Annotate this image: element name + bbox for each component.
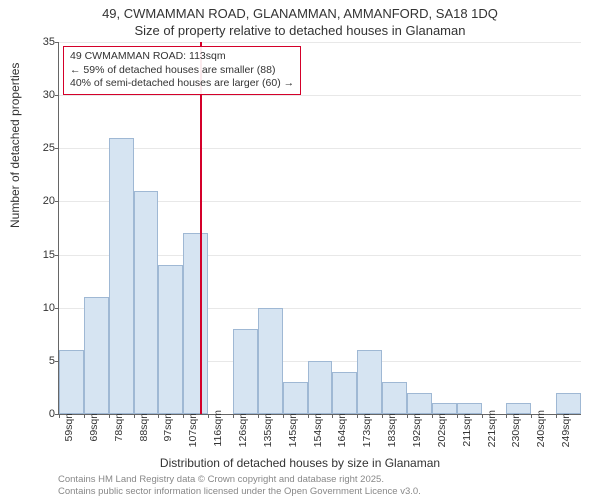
marker-line [200,42,202,414]
y-tick-label: 0 [29,408,55,420]
histogram-bar [457,403,482,414]
histogram-bar [382,382,407,414]
footer-attribution: Contains HM Land Registry data © Crown c… [58,474,421,498]
y-tick-label: 30 [29,89,55,101]
annotation-line: ← 59% of detached houses are smaller (88… [70,64,294,78]
y-tick-label: 10 [29,302,55,314]
y-tick-label: 5 [29,355,55,367]
histogram-bar [233,329,258,414]
x-tick-label: 164sqm [336,410,348,447]
histogram-bar [556,393,581,414]
histogram-bar [158,265,183,414]
footer-line-1: Contains HM Land Registry data © Crown c… [58,474,421,486]
histogram-bar [183,233,208,414]
histogram-bar [432,403,457,414]
x-tick-label: 211sqm [461,410,473,447]
histogram-bar [407,393,432,414]
title-line-1: 49, CWMAMMAN ROAD, GLANAMMAN, AMMANFORD,… [0,6,600,23]
x-tick-label: 88sqm [138,410,150,442]
histogram-bar [59,350,84,414]
histogram-bar [308,361,333,414]
title-line-2: Size of property relative to detached ho… [0,23,600,40]
x-tick-label: 249sqm [560,410,572,447]
x-tick-label: 69sqm [88,410,100,442]
histogram-bar [332,372,357,415]
annotation-line: 40% of semi-detached houses are larger (… [70,77,294,91]
chart-container: 49, CWMAMMAN ROAD, GLANAMMAN, AMMANFORD,… [0,0,600,500]
x-tick-label: 135sqm [262,410,274,447]
x-tick-label: 116sqm [212,410,224,447]
annotation-line: 49 CWMAMMAN ROAD: 113sqm [70,50,294,64]
x-tick-label: 221sqm [486,410,498,447]
x-tick-label: 202sqm [436,410,448,447]
y-tick-label: 20 [29,195,55,207]
x-tick-label: 183sqm [386,410,398,447]
x-tick-label: 78sqm [113,410,125,442]
x-tick-label: 59sqm [63,410,75,442]
histogram-bar [506,403,531,414]
x-tick-label: 97sqm [162,410,174,442]
annotation-box: 49 CWMAMMAN ROAD: 113sqm← 59% of detache… [63,46,301,95]
histogram-bar [357,350,382,414]
x-tick-label: 230sqm [510,410,522,447]
x-tick-label: 107sqm [187,410,199,447]
y-axis-label: Number of detached properties [8,63,22,228]
histogram-bar [84,297,109,414]
histogram-bar [109,138,134,414]
x-tick-label: 154sqm [312,410,324,447]
histogram-bar [258,308,283,414]
x-tick-label: 192sqm [411,410,423,447]
y-tick-label: 15 [29,249,55,261]
x-tick-label: 240sqm [535,410,547,447]
footer-line-2: Contains public sector information licen… [58,486,421,498]
y-tick-label: 25 [29,142,55,154]
title-block: 49, CWMAMMAN ROAD, GLANAMMAN, AMMANFORD,… [0,0,600,40]
histogram-bar [134,191,159,414]
plot-area: 0510152025303559sqm69sqm78sqm88sqm97sqm1… [58,42,581,415]
histogram-bar [283,382,308,414]
x-tick-label: 173sqm [361,410,373,447]
x-tick-label: 145sqm [287,410,299,447]
x-tick-label: 126sqm [237,410,249,447]
x-axis-label: Distribution of detached houses by size … [0,456,600,470]
y-tick-label: 35 [29,36,55,48]
